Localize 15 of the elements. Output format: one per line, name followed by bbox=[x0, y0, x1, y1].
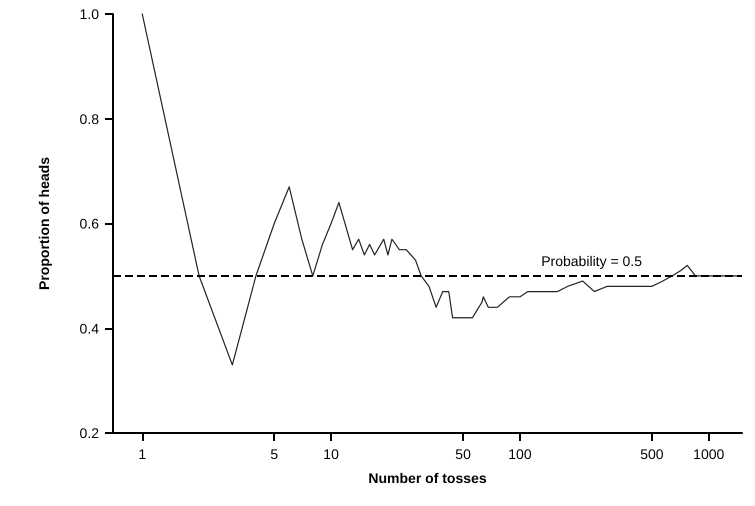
y-tick-label: 0.6 bbox=[80, 216, 100, 232]
x-tick-label: 100 bbox=[508, 446, 532, 462]
x-tick-label: 1000 bbox=[693, 446, 725, 462]
x-tick-label: 1 bbox=[138, 446, 146, 462]
x-tick-label: 10 bbox=[323, 446, 340, 462]
y-tick-label: 0.4 bbox=[80, 320, 100, 336]
x-tick-label: 50 bbox=[455, 446, 472, 462]
x-tick-label: 500 bbox=[640, 446, 664, 462]
y-axis-title: Proportion of heads bbox=[36, 156, 52, 290]
ref-line-label: Probability = 0.5 bbox=[541, 252, 642, 269]
x-axis-title: Number of tosses bbox=[368, 470, 487, 486]
y-tick-label: 0.8 bbox=[80, 110, 100, 127]
x-tick-label: 5 bbox=[270, 446, 278, 462]
y-tick-label: 0.2 bbox=[80, 425, 100, 441]
y-tick-label: 1.0 bbox=[80, 6, 100, 22]
